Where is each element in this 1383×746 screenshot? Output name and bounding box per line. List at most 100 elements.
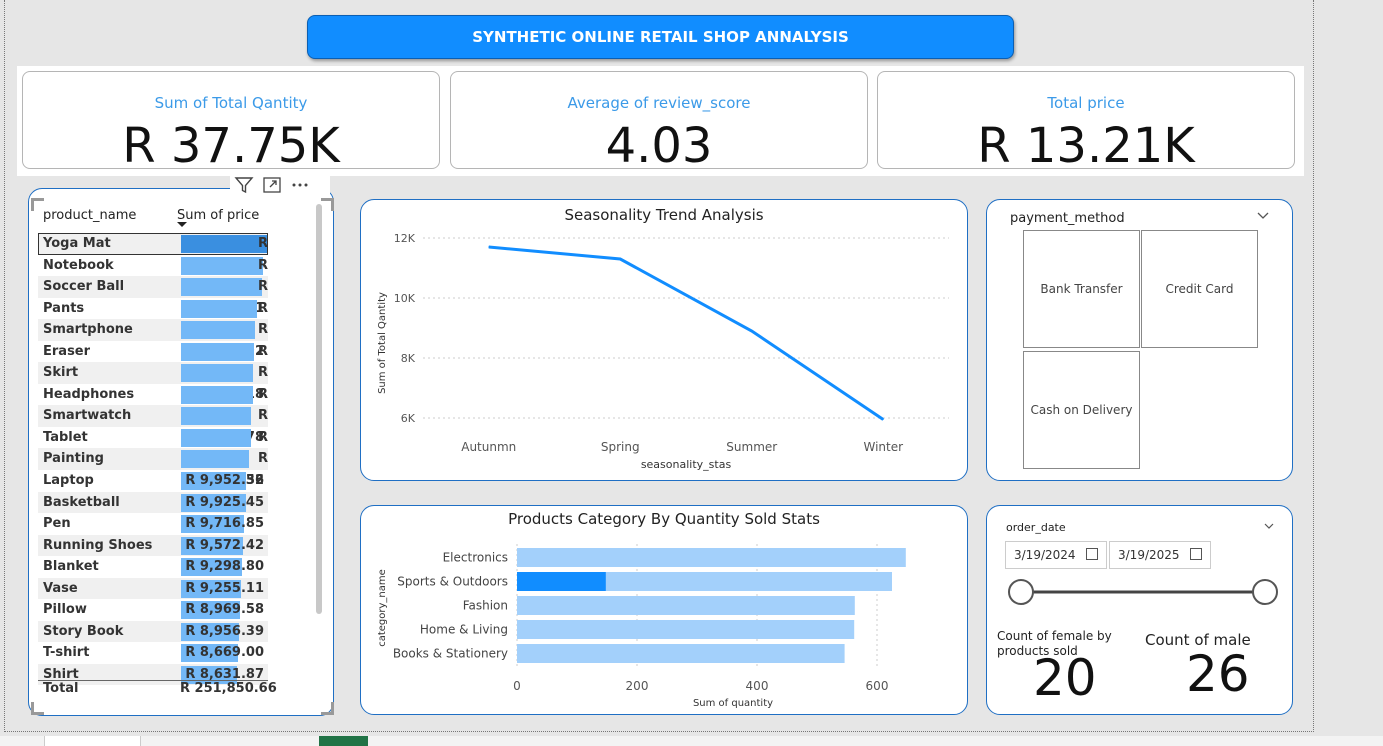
resize-handle[interactable] — [31, 702, 44, 715]
price-databar — [181, 622, 240, 641]
slicer-title: payment_method — [1010, 211, 1125, 226]
price-databar — [181, 342, 255, 361]
sort-desc-icon — [177, 222, 187, 227]
product-name-cell: Notebook — [43, 257, 114, 273]
payment-method-slicer[interactable]: payment_method Bank Transfer Credit Card… — [986, 199, 1293, 481]
price-databar — [181, 665, 238, 684]
price-cell: R 11,331.92 — [181, 319, 268, 359]
table-row[interactable]: Notebook R 12,589.75 — [38, 255, 268, 295]
bar-highlight — [517, 572, 606, 591]
table-row[interactable]: Headphones R 10,976.91 — [38, 384, 268, 424]
male-count-label: Count of male — [1145, 631, 1251, 649]
table-row[interactable]: Yoga Mat R 13,212.74 — [38, 233, 268, 273]
table-row[interactable]: Smartwatch R 10,690.78 — [38, 405, 268, 445]
y-axis-title: category_name — [377, 569, 388, 647]
product-name-cell: Smartwatch — [43, 408, 132, 424]
x-tick-label: 400 — [746, 679, 769, 693]
table-row[interactable]: Smartphone R 11,331.92 — [38, 319, 268, 359]
price-cell: R 10,690.78 — [181, 405, 268, 445]
table-row[interactable]: Vase R 9,255.11 — [38, 577, 268, 600]
price-cell: R 12,467.51 — [181, 276, 268, 316]
product-name-cell: Skirt — [43, 365, 79, 381]
start-date-value: 3/19/2024 — [1014, 548, 1076, 562]
table-row[interactable]: Pen R 9,716.85 — [38, 513, 268, 535]
x-axis-title: Sum of quantity — [693, 698, 773, 709]
category-chart-card[interactable]: Products Category By Quantity Sold Stats… — [360, 505, 968, 715]
slicer-option-cash-on-delivery[interactable]: Cash on Delivery — [1023, 351, 1140, 469]
filter-icon[interactable] — [234, 175, 254, 195]
series-line — [488, 245, 885, 421]
page-tab[interactable] — [44, 736, 141, 746]
focus-mode-icon[interactable] — [262, 175, 282, 195]
order-date-slicer[interactable]: order_date Count of female by products s… — [986, 505, 1293, 715]
table-row[interactable]: Pants R 11,607.16 — [38, 298, 268, 338]
kpi-card-review-score[interactable]: Average of review_score 4.03 — [450, 71, 868, 174]
price-cell: R 8,969.58 — [181, 599, 268, 621]
x-tick-label: Autunmn — [461, 440, 516, 454]
kpi-card-total-quantity[interactable]: Sum of Total Qantity R 37.75K — [22, 71, 440, 174]
data-point — [751, 330, 753, 332]
table-row[interactable]: Skirt R 11,050.18 — [38, 362, 268, 402]
kpi-label: Average of review_score — [567, 94, 751, 112]
product-name-cell: Headphones — [43, 386, 135, 402]
table-row[interactable]: Eraser R 11,195.59 — [38, 341, 268, 381]
slicer-option-credit-card[interactable]: Credit Card — [1141, 230, 1258, 348]
y-axis-title: Sum of Total Qantity — [377, 292, 388, 394]
x-tick-label: 0 — [513, 679, 521, 693]
table-row[interactable]: Basketball R 9,925.45 — [38, 491, 268, 514]
bar — [517, 596, 855, 615]
table-scrollbar[interactable] — [316, 204, 322, 614]
price-databar — [181, 364, 254, 383]
resize-handle[interactable] — [321, 702, 334, 715]
page-tab-active[interactable] — [319, 736, 368, 746]
table-row[interactable]: Soccer Ball R 12,467.51 — [38, 276, 268, 316]
table-row[interactable]: T-shirt R 8,669.00 — [38, 642, 268, 664]
chevron-down-icon[interactable] — [1257, 212, 1269, 220]
report-canvas — [4, 0, 1314, 732]
kpi-label: Total price — [1047, 94, 1125, 112]
table-row[interactable]: Running Shoes R 9,572.42 — [38, 534, 268, 557]
calendar-icon[interactable] — [1086, 548, 1098, 560]
end-date-value: 3/19/2025 — [1118, 548, 1180, 562]
price-databar — [181, 493, 246, 512]
table-row[interactable]: Tablet R 10,670.50 — [38, 427, 268, 467]
column-header-price[interactable]: Sum of price — [177, 208, 260, 223]
chevron-down-icon[interactable] — [1264, 523, 1274, 530]
seasonality-chart-card[interactable]: Seasonality Trend Analysis 6K 8K 10K 12K Autu… — [360, 199, 968, 481]
slicer-option-bank-transfer[interactable]: Bank Transfer — [1023, 230, 1140, 348]
price-databar — [181, 235, 268, 253]
kpi-card-total-price[interactable]: Total price R 13.21K — [877, 71, 1295, 174]
start-date-input[interactable]: 3/19/2024 — [1005, 541, 1107, 569]
price-databar — [181, 579, 242, 598]
price-databar — [181, 299, 257, 318]
visual-header — [230, 173, 330, 197]
calendar-icon[interactable] — [1190, 548, 1202, 560]
male-count-value: 26 — [1186, 645, 1250, 703]
category-label: Fashion — [463, 599, 508, 613]
product-name-cell: Story Book — [43, 623, 124, 639]
x-tick-label: Spring — [601, 440, 640, 454]
date-range-slider[interactable] — [1007, 578, 1282, 608]
x-tick-label: 200 — [626, 679, 649, 693]
more-options-icon[interactable] — [290, 175, 310, 195]
column-header-product[interactable]: product_name — [43, 208, 137, 223]
price-value: R 8,956.39 — [185, 623, 264, 639]
resize-handle[interactable] — [31, 198, 44, 211]
bar — [517, 644, 845, 663]
price-value: R 9,298.80 — [185, 559, 264, 575]
price-databar — [181, 644, 238, 663]
table-row[interactable]: Laptop R 9,952.56 — [38, 470, 268, 492]
price-databar — [181, 256, 264, 275]
table-row[interactable]: Blanket R 9,298.80 — [38, 556, 268, 578]
resize-handle[interactable] — [321, 198, 334, 211]
end-date-input[interactable]: 3/19/2025 — [1109, 541, 1211, 569]
price-cell: R 9,255.11 — [181, 578, 268, 600]
kpi-label: Sum of Total Qantity — [154, 94, 308, 112]
table-row[interactable]: Story Book R 8,956.39 — [38, 620, 268, 643]
table-row[interactable]: Painting R 10,402.32 — [38, 448, 268, 488]
bar — [517, 620, 855, 639]
data-point — [882, 419, 884, 420]
product-name-cell: Eraser — [43, 343, 91, 359]
table-row[interactable]: Pillow R 8,969.58 — [38, 599, 268, 621]
